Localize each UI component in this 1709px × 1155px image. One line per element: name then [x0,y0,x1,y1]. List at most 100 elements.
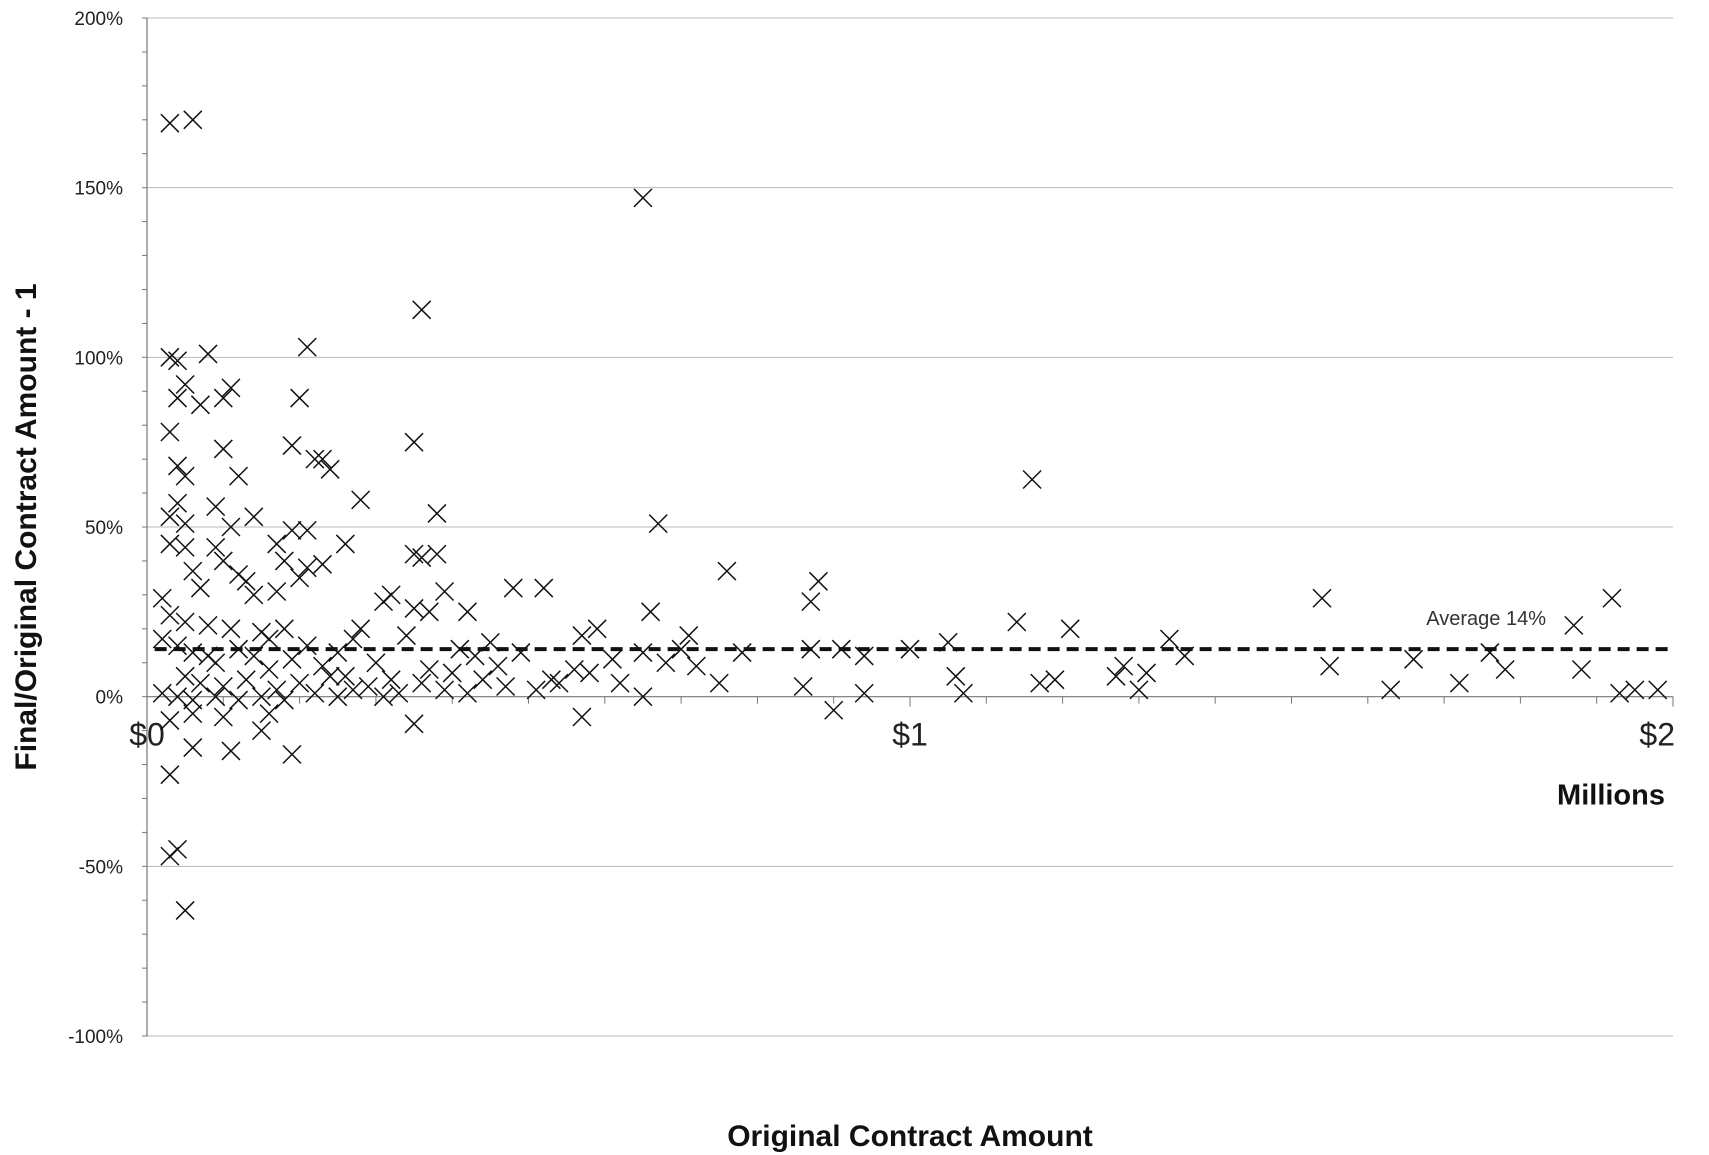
y-tick-label: 200% [74,9,123,30]
data-point [343,629,363,649]
data-point [641,602,661,622]
data-point [175,900,195,920]
data-point [244,507,264,527]
data-point [953,683,973,703]
data-point [587,619,607,639]
x-tick-labels: $0 $1 $2 [129,717,1675,753]
data-point [312,554,333,574]
data-point [167,351,188,371]
data-point [1625,680,1645,700]
data-point [175,612,195,632]
data-point [358,676,378,697]
data-point [198,344,218,364]
data-point [648,514,668,534]
data-point [183,110,203,130]
data-point [549,673,569,693]
data-point [351,619,371,639]
data-point [633,188,653,208]
data-point [282,649,302,669]
data-point [152,683,172,703]
data-point [419,602,439,622]
x-tick-label: $1 [892,717,928,753]
y-tick-label: 100% [74,348,123,369]
data-point [190,578,210,598]
data-point [801,592,821,612]
data-point [267,680,287,700]
y-tick-label: 0% [96,688,124,709]
data-point [1571,659,1591,680]
data-point [564,659,584,680]
data-point [335,534,355,554]
data-point [183,643,203,663]
data-point [221,741,241,761]
average-line-group: Average 14% [154,608,1673,652]
data-point [427,544,447,564]
data-point [824,700,844,720]
data-point [610,673,630,693]
data-point [160,765,180,785]
data-point [274,690,294,710]
data-point [419,659,439,680]
data-point [297,558,317,578]
data-point [259,704,279,724]
data-point [633,687,653,707]
data-point [1136,663,1157,683]
y-tick-label: -50% [79,857,123,878]
data-point [206,687,226,707]
data-point [305,449,325,469]
data-point [854,683,874,703]
data-point [312,449,333,469]
data-point [175,466,195,486]
data-point [679,626,699,646]
data-point [251,721,271,741]
data-point [297,636,317,656]
data-point [152,629,172,649]
data-point [183,704,203,724]
data-point [175,374,195,395]
data-point [435,581,455,602]
data-point [717,561,737,581]
data-point [435,680,455,700]
data-point [1495,659,1515,680]
data-point [1022,469,1042,490]
data-point [373,687,394,707]
data-point [457,602,477,622]
data-point [167,388,188,408]
data-point [686,656,706,676]
data-point [335,666,355,686]
data-point [267,581,287,602]
average-label: Average 14% [1426,608,1546,630]
data-point [305,683,325,703]
data-point [290,568,310,588]
data-point [412,548,432,568]
data-point [213,439,233,459]
x-tick-label: $0 [129,717,165,753]
data-point [412,673,432,693]
data-point [343,680,363,700]
data-point [297,337,317,357]
data-point [160,605,180,625]
data-point [580,663,600,683]
data-point [1312,588,1332,608]
data-point [1602,588,1622,608]
x-axis-title: Original Contract Amount [727,1120,1093,1153]
data-point [183,738,203,758]
data-point [267,534,287,554]
data-point [175,666,195,686]
data-point [320,459,340,479]
data-point [190,673,210,693]
y-axis-title: Final/Original Contract Amount - 1 [10,283,43,770]
data-point [221,378,241,398]
data-point [1129,680,1149,700]
data-point [312,656,333,676]
x-unit-label: Millions [1557,780,1665,812]
data-point [1159,629,1179,649]
data-point [457,683,477,703]
data-point [442,663,462,683]
data-point [152,588,172,608]
data-point [160,710,180,730]
data-point [1320,656,1340,676]
data-point [412,300,432,320]
data-point [1106,666,1126,686]
data-point [206,497,226,517]
